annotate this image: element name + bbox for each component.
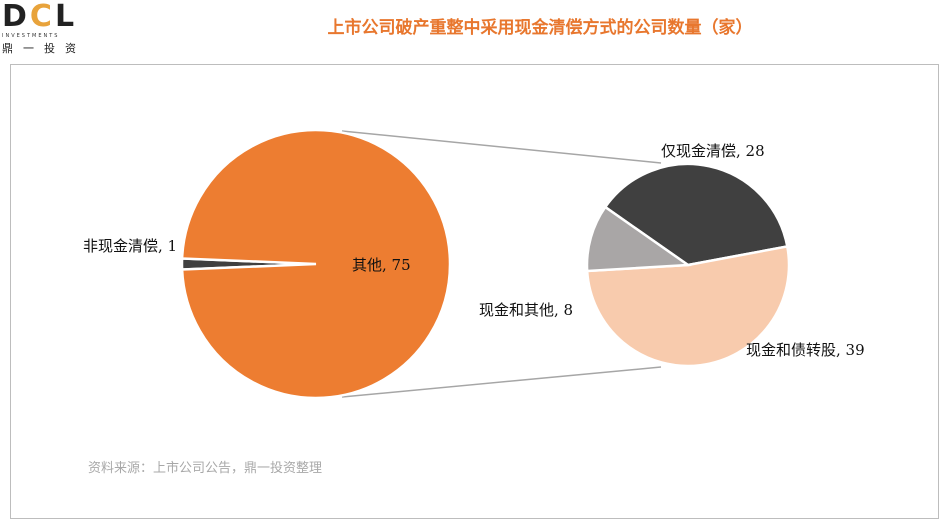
logo-mark: DCL [2, 0, 78, 34]
connector-bottom [341, 366, 662, 398]
slice-cash-only [603, 162, 789, 267]
main-pie [180, 128, 452, 400]
connector-lines [341, 130, 662, 398]
logo-subtitle: INVESTMENTS [2, 33, 60, 39]
source-note: 资料来源：上市公司公告，鼎一投资整理 [88, 461, 323, 476]
chart-title: 上市公司破产重整中采用现金清偿方式的公司数量（家） [327, 18, 753, 38]
logo: DCL INVESTMENTS 鼎一投资 [2, 0, 92, 56]
logo-chinese: 鼎一投资 [2, 42, 86, 55]
slice-other [180, 128, 452, 400]
secondary-pie [585, 162, 791, 368]
label-cash-only: 仅现金清偿, 28 [661, 142, 765, 160]
label-noncash: 非现金清偿, 1 [83, 237, 177, 255]
chart-frame [10, 64, 939, 519]
label-cash-debt-equity: 现金和债转股, 39 [746, 341, 865, 359]
slice-cash-debt-equity [585, 244, 791, 368]
connector-top [341, 130, 662, 164]
label-cash-other: 现金和其他, 8 [479, 301, 573, 319]
slice-cash-other [585, 205, 692, 273]
label-other: 其他, 75 [352, 256, 411, 274]
data-labels: 非现金清偿, 1 其他, 75 仅现金清偿, 28 现金和其他, 8 现金和债转… [83, 142, 865, 359]
